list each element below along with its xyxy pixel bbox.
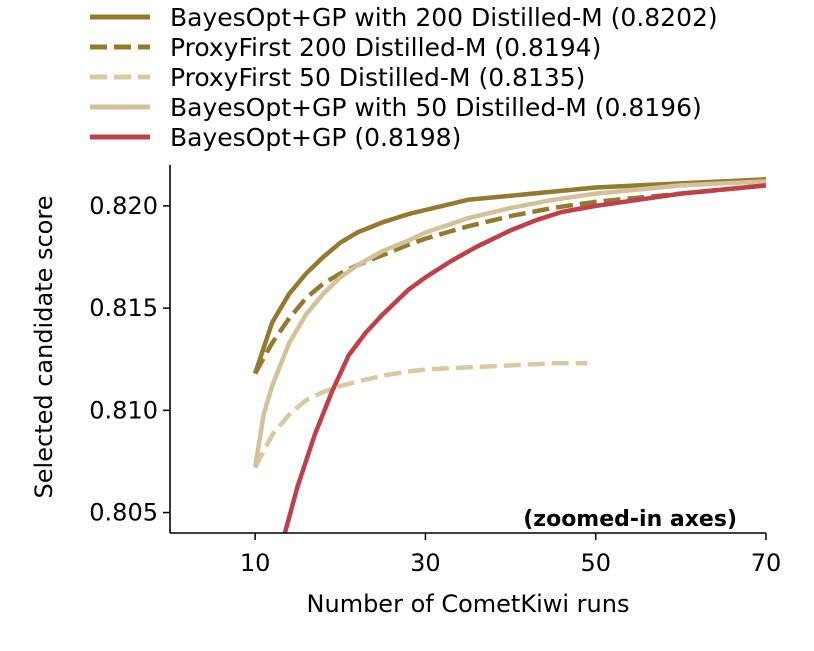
y-tick-label: 0.815 bbox=[89, 294, 158, 322]
x-tick-label: 30 bbox=[410, 549, 441, 577]
legend-label-2: ProxyFirst 50 Distilled-M (0.8135) bbox=[170, 63, 585, 92]
annotation: (zoomed-in axes) bbox=[523, 507, 737, 532]
legend-label-0: BayesOpt+GP with 200 Distilled-M (0.8202… bbox=[170, 3, 718, 32]
series-line-4 bbox=[282, 183, 767, 533]
series-line-0 bbox=[252, 177, 767, 375]
y-tick-label: 0.820 bbox=[89, 192, 158, 220]
legend-label-1: ProxyFirst 200 Distilled-M (0.8194) bbox=[170, 33, 601, 62]
y-ticks: 0.805 0.810 0.815 0.820 bbox=[89, 192, 170, 527]
series-line-3 bbox=[252, 179, 767, 468]
x-ticks: 10 30 50 70 bbox=[240, 533, 781, 577]
x-tick-label: 10 bbox=[240, 549, 271, 577]
legend-label-4: BayesOpt+GP (0.8198) bbox=[170, 123, 461, 152]
legend-label-3: BayesOpt+GP with 50 Distilled-M (0.8196) bbox=[170, 93, 702, 122]
series-layer bbox=[252, 177, 767, 533]
y-tick-label: 0.810 bbox=[89, 396, 158, 424]
x-tick-label: 50 bbox=[580, 549, 611, 577]
series-line-1 bbox=[253, 183, 767, 375]
x-axis-label: Number of CometKiwi runs bbox=[307, 590, 630, 618]
y-tick-label: 0.805 bbox=[89, 499, 158, 527]
x-tick-label: 70 bbox=[751, 549, 782, 577]
y-axis-label: Selected candidate score bbox=[30, 196, 58, 499]
series-line-2 bbox=[253, 361, 588, 469]
legend: BayesOpt+GP with 200 Distilled-M (0.8202… bbox=[90, 3, 718, 152]
